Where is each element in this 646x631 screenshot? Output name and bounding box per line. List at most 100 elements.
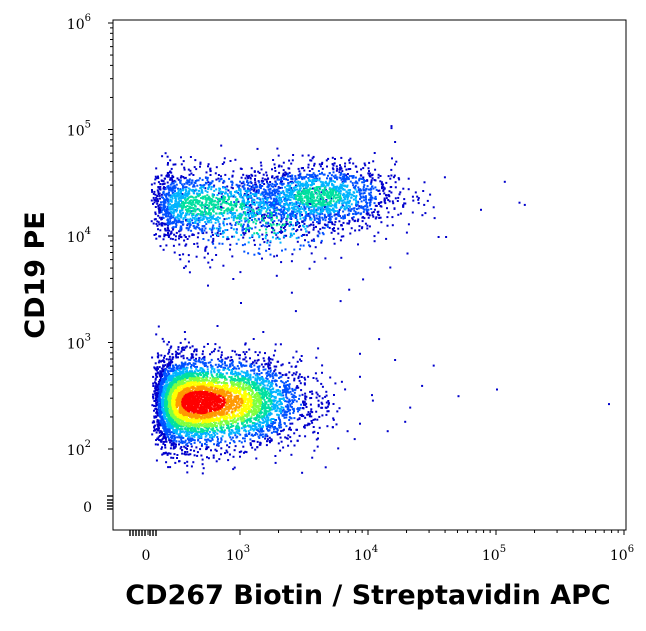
event-dot — [281, 389, 284, 392]
event-dot — [406, 252, 409, 255]
event-dot — [165, 432, 168, 435]
event-dot — [176, 177, 179, 180]
event-dot — [374, 198, 377, 200]
event-dot — [271, 395, 274, 397]
event-dot — [183, 266, 186, 269]
event-dot — [312, 187, 314, 190]
event-dot — [372, 211, 375, 213]
event-dot — [198, 356, 201, 359]
event-dot — [269, 385, 272, 388]
event-dot — [237, 238, 240, 241]
event-dot — [291, 399, 294, 402]
event-dot — [157, 181, 160, 184]
event-dot — [257, 429, 260, 432]
event-dot — [155, 392, 158, 394]
event-dot — [179, 258, 182, 261]
event-dot — [282, 182, 285, 185]
event-dot — [317, 206, 320, 209]
event-dot — [352, 216, 355, 219]
event-dot — [334, 174, 337, 177]
event-dot — [173, 233, 176, 236]
event-dot — [298, 373, 301, 376]
event-dot — [162, 217, 165, 219]
event-dot — [159, 183, 162, 185]
event-dot — [192, 190, 195, 193]
event-dot — [312, 172, 315, 175]
event-dot — [248, 174, 251, 177]
event-dot — [342, 182, 345, 184]
event-dot — [333, 227, 335, 230]
event-dot — [337, 212, 340, 215]
event-dot — [170, 177, 173, 180]
event-dot — [195, 446, 198, 449]
event-dot — [267, 412, 270, 415]
event-dot — [358, 205, 361, 208]
event-dot — [182, 354, 185, 357]
event-dot — [265, 433, 268, 436]
event-dot — [310, 420, 313, 422]
event-dot — [250, 426, 253, 429]
event-dot — [298, 226, 301, 228]
event-dot — [299, 382, 302, 385]
event-dot — [267, 365, 270, 368]
event-dot — [172, 367, 175, 370]
event-dot — [257, 427, 260, 430]
event-dot — [348, 191, 351, 194]
event-dot — [308, 170, 311, 172]
event-dot — [201, 443, 203, 446]
event-dot — [167, 437, 170, 440]
event-dot — [167, 352, 170, 355]
event-dot — [287, 184, 290, 187]
event-dot — [155, 333, 158, 336]
event-dot — [200, 371, 203, 374]
event-dot — [322, 173, 325, 176]
event-dot — [211, 438, 214, 441]
event-dot — [299, 414, 302, 417]
event-dot — [283, 198, 286, 201]
event-dot — [296, 181, 299, 184]
event-dot — [293, 205, 296, 208]
event-dot — [170, 171, 173, 174]
event-dot — [185, 432, 188, 434]
event-dot — [275, 191, 278, 194]
event-dot — [162, 213, 165, 216]
event-dot — [244, 342, 247, 345]
event-dot — [280, 217, 283, 220]
event-dot — [199, 184, 202, 186]
event-dot — [165, 380, 168, 383]
event-dot — [289, 422, 292, 425]
event-dot — [338, 188, 341, 191]
event-dot — [305, 225, 308, 227]
event-dot — [300, 403, 303, 406]
event-dot — [277, 154, 280, 157]
event-dot — [177, 190, 180, 193]
event-dot — [167, 365, 170, 368]
event-dot — [213, 218, 216, 220]
event-dot — [271, 422, 274, 425]
event-dot — [283, 206, 286, 209]
event-dot — [274, 184, 277, 187]
event-dot — [261, 421, 264, 424]
event-dot — [388, 200, 391, 203]
event-dot — [171, 353, 174, 356]
event-dot — [333, 223, 336, 226]
event-dot — [192, 224, 195, 227]
event-dot — [184, 338, 187, 341]
event-dot — [163, 193, 166, 196]
event-dot — [215, 449, 218, 452]
event-dot — [164, 436, 167, 439]
event-dot — [277, 212, 280, 215]
event-dot — [294, 189, 296, 192]
event-dot — [240, 450, 243, 453]
event-dot — [171, 211, 174, 214]
event-dot — [187, 227, 190, 230]
event-dot — [310, 218, 313, 221]
event-dot — [177, 353, 180, 355]
event-dot — [249, 187, 252, 190]
event-dot — [179, 195, 182, 198]
event-dot — [257, 368, 260, 371]
event-dot — [269, 253, 272, 256]
event-dot — [432, 364, 435, 367]
event-dot — [303, 401, 306, 404]
event-dot — [193, 185, 196, 188]
